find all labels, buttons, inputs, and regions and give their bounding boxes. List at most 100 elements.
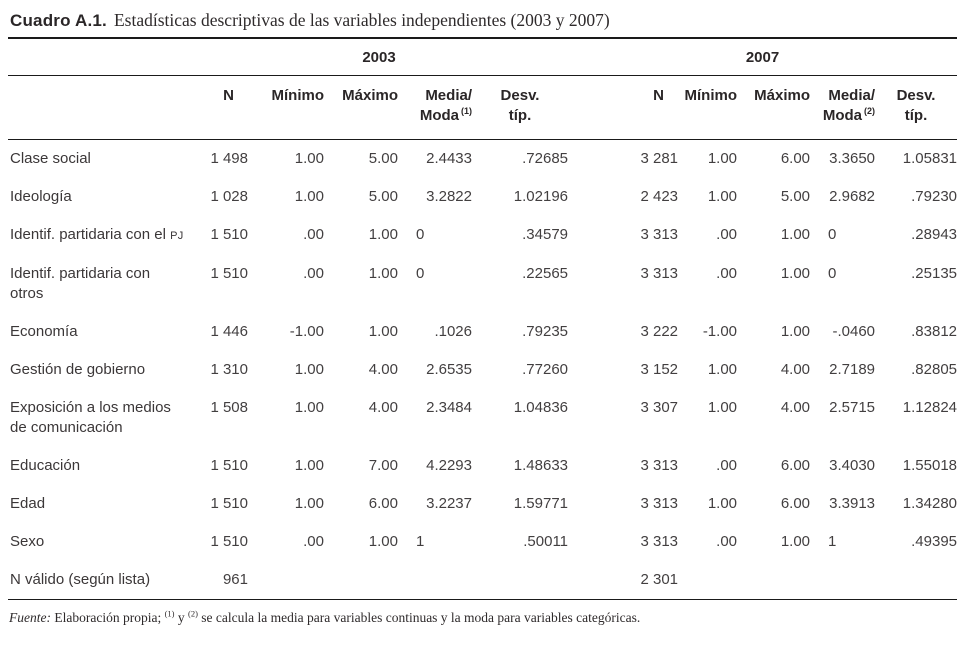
- table-row: Clase social 1 498 1.00 5.00 2.4433 .72685 3 2…: [8, 140, 957, 179]
- source-text: Elaboración propia;: [50, 610, 165, 625]
- data-cell-2007-col1: [678, 561, 738, 600]
- data-cell-2007-col0: 3 307: [640, 399, 679, 416]
- data-cell-2003-col4: .72685: [522, 150, 569, 167]
- data-cell-2007-col0: 3 281: [640, 150, 679, 167]
- data-cell-2003-col0: 1 510: [210, 265, 248, 282]
- data-cell-2003-col0: 961: [190, 561, 248, 600]
- data-cell-2007-col4: 1.55018: [902, 457, 958, 474]
- data-cell-2003-col4: 1.59771: [513, 495, 569, 512]
- data-cell-2007-col2: 4.00: [780, 361, 811, 378]
- data-cell-2007-col1: .00: [716, 265, 738, 282]
- data-cell-2007-col1: 1.00: [707, 188, 738, 205]
- data-cell-2003-col3: 1: [416, 533, 425, 550]
- data-cell-2007-col3: [810, 561, 876, 600]
- table-row: Educación 1 510 1.00 7.00 4.2293 1.48633 3 313…: [8, 447, 957, 485]
- data-cell-2007-col4: 1.05831: [902, 150, 958, 167]
- group-header-2003: 2003: [190, 38, 569, 76]
- data-cell-2003-col3: .1026: [434, 323, 472, 340]
- column-header-2003-desvtp: Desv. típ.: [472, 75, 569, 140]
- data-cell-2007-col1: .00: [716, 226, 738, 243]
- row-label: Economía: [10, 323, 78, 340]
- data-cell-2003-col2: 7.00: [368, 457, 398, 474]
- data-cell-2007-col2: 1.00: [780, 323, 811, 340]
- table-title: Cuadro A.1. Estadísticas descriptivas de …: [10, 9, 959, 32]
- table-row: Gestión de gobierno 1 310 1.00 4.00 2.6535 .7…: [8, 351, 957, 389]
- data-cell-2003-col3: 2.6535: [426, 361, 472, 378]
- row-label: Identif. partidaria con el PJ: [10, 226, 184, 243]
- data-cell-2007-col0: 2 423: [640, 188, 679, 205]
- row-label: Edad: [10, 495, 46, 512]
- data-cell-2003-col4: .79235: [522, 323, 569, 340]
- data-cell-2007-col1: 1.00: [707, 361, 738, 378]
- footnote-marker-2: (2): [188, 608, 198, 619]
- data-cell-2007-col4: .79230: [911, 188, 958, 205]
- data-cell-2007-col0: 3 313: [640, 226, 679, 243]
- data-cell-2003-col0: 1 028: [210, 188, 248, 205]
- data-cell-2003-col0: 1 510: [210, 495, 248, 512]
- data-cell-2003-col2: 1.00: [368, 265, 398, 282]
- column-header-2007-mediamoda: Media/Moda (2): [810, 75, 876, 140]
- data-cell-2003-col1: 1.00: [294, 188, 324, 205]
- row-label: Identif. partidaria con otros: [10, 265, 151, 302]
- data-cell-2003-col2: [324, 561, 398, 600]
- data-cell-2003-col4: 1.48633: [513, 457, 569, 474]
- data-cell-2007-col1: 1.00: [707, 399, 738, 416]
- source-conjunction: y: [174, 610, 188, 625]
- table-row: Edad 1 510 1.00 6.00 3.2237 1.59771 3 313 1.00 6…: [8, 485, 957, 523]
- data-cell-2003-col1: .00: [303, 226, 324, 243]
- data-cell-2007-col1: .00: [716, 457, 738, 474]
- data-cell-2007-col3: 2.7189: [829, 361, 876, 378]
- data-cell-2007-col3: 2.5715: [829, 399, 876, 416]
- column-header-2003-mximo: Máximo: [324, 75, 398, 140]
- table-row: Exposición a los medios de comunicación 1 …: [8, 389, 957, 447]
- data-cell-2007-col2: [737, 561, 811, 600]
- data-cell-2007-col1: -1.00: [702, 323, 738, 340]
- table-row: Identif. partidaria con el PJ 1 510 .00 1.0…: [8, 216, 957, 255]
- data-cell-2007-col3: 3.3650: [829, 150, 876, 167]
- data-cell-2007-col1: 1.00: [707, 495, 738, 512]
- group-header-2007: 2007: [568, 38, 958, 76]
- data-cell-2003-col1: .00: [303, 533, 324, 550]
- data-cell-2007-col2: 4.00: [780, 399, 811, 416]
- data-cell-2007-col1: 1.00: [707, 150, 738, 167]
- data-cell-2007-col4: .25135: [911, 265, 958, 282]
- data-cell-2003-col4: .50011: [523, 533, 569, 550]
- data-cell-2003-col4: .34579: [522, 226, 569, 243]
- column-header-2007-n: N: [568, 75, 679, 140]
- table-number: Cuadro A.1.: [10, 11, 107, 30]
- data-cell-2007-col2: 5.00: [780, 188, 811, 205]
- data-cell-2003-col1: [248, 561, 324, 600]
- data-cell-2003-col2: 4.00: [368, 361, 398, 378]
- table-row: Identif. partidaria con otros 1 510 .00 1.00…: [8, 255, 957, 313]
- column-header-2007-mximo: Máximo: [737, 75, 811, 140]
- data-cell-2003-col1: 1.00: [294, 495, 324, 512]
- source-label: Fuente:: [9, 610, 51, 625]
- data-cell-2003-col4: .22565: [522, 265, 569, 282]
- data-cell-2003-col0: 1 446: [210, 323, 248, 340]
- data-cell-2003-col4: .77260: [522, 361, 569, 378]
- data-cell-2003-col1: 1.00: [294, 361, 324, 378]
- row-label: N válido (según lista): [8, 561, 190, 600]
- data-cell-2003-col1: 1.00: [294, 150, 324, 167]
- data-cell-2003-col0: 1 510: [210, 226, 248, 243]
- row-label: Educación: [10, 457, 81, 474]
- data-cell-2007-col0: 2 301: [568, 561, 679, 600]
- data-cell-2003-col3: 4.2293: [426, 457, 472, 474]
- data-cell-2003-col0: 1 510: [210, 457, 248, 474]
- data-cell-2003-col3: 2.4433: [426, 150, 472, 167]
- data-cell-2003-col2: 1.00: [368, 533, 398, 550]
- row-label: Ideología: [10, 188, 72, 205]
- data-cell-2003-col3: 0: [416, 226, 425, 243]
- data-cell-2003-col2: 4.00: [368, 399, 398, 416]
- data-cell-2003-col2: 6.00: [368, 495, 398, 512]
- data-cell-2007-col3: 1: [828, 533, 837, 550]
- data-cell-2007-col2: 1.00: [780, 226, 811, 243]
- table-caption: Estadísticas descriptivas de las variabl…: [113, 10, 610, 30]
- data-cell-2003-col1: 1.00: [294, 399, 324, 416]
- data-cell-2007-col0: 3 313: [640, 495, 679, 512]
- row-label: Clase social: [10, 150, 91, 167]
- data-cell-2007-col0: 3 222: [640, 323, 679, 340]
- data-cell-2007-col2: 6.00: [780, 150, 811, 167]
- table-body: Clase social 1 498 1.00 5.00 2.4433.72685 3 2…: [8, 140, 958, 600]
